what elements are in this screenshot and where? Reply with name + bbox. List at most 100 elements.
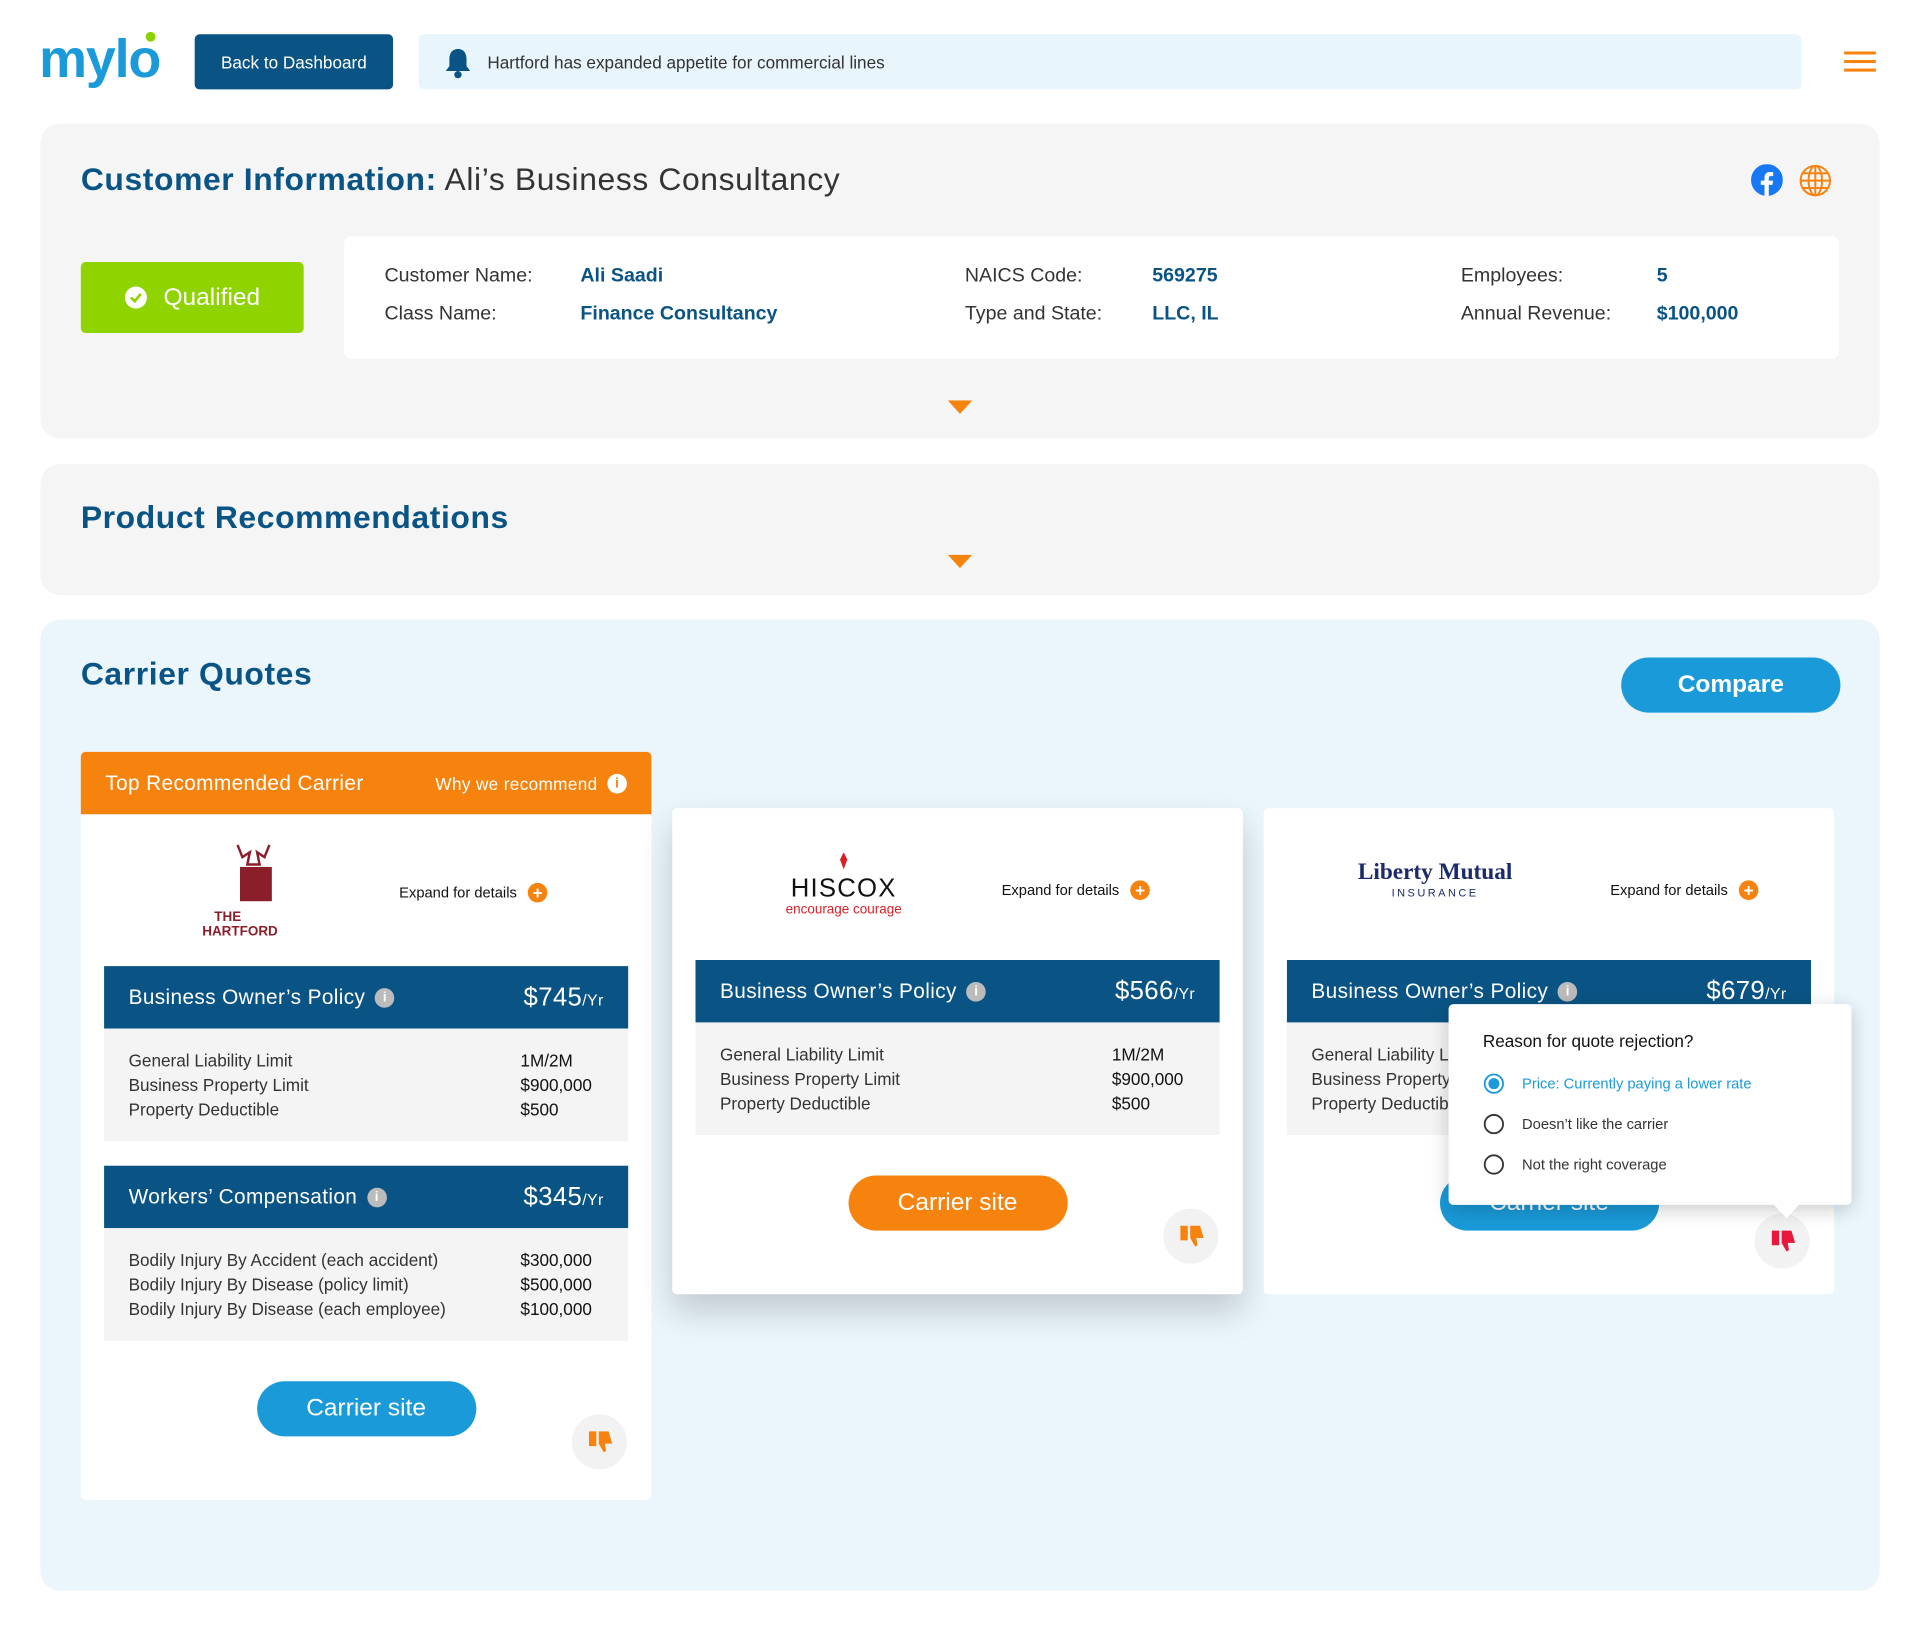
back-button[interactable]: Back to Dashboard (194, 34, 394, 90)
expand-link[interactable]: Expand for details + (1001, 880, 1150, 901)
field-value: 5 (1656, 265, 1668, 287)
expand-text: Expand for details (1610, 881, 1728, 899)
expand-text: Expand for details (399, 884, 517, 902)
detail-label: Property Deductible (1311, 1093, 1462, 1114)
bell-icon (445, 48, 471, 79)
field-label: Class Name: (384, 303, 497, 325)
logo-row: THE HARTFORD Expand for details + (81, 814, 652, 966)
option-text: Price: Currently paying a lower rate (1522, 1075, 1752, 1093)
policy-details: General Liability Limit Business Property… (104, 1028, 629, 1142)
carrier-card: HISCOX encourage courage Expand for detail… (672, 808, 1243, 1295)
field-value: Ali Saadi (580, 265, 664, 287)
section-title: Carrier Quotes (80, 655, 313, 692)
detail-value: $900,000 (1111, 1068, 1184, 1089)
carrier-quotes-panel: Carrier Quotes Compare Top Recommended C… (40, 619, 1880, 1591)
price: $745 (523, 982, 583, 1011)
customer-title: Customer Information: Ali’s Business Con… (81, 160, 841, 198)
thumbs-down-button[interactable] (1163, 1208, 1219, 1264)
detail-label: Business Property Limit (720, 1068, 901, 1089)
info-icon: i (607, 773, 627, 793)
logo-text: encourage courage (785, 901, 902, 917)
carrier-site-button[interactable]: Carrier site (847, 1175, 1068, 1231)
detail-label: Business Property Limit (128, 1075, 309, 1095)
values: 1M/2M $900,000 $500 (1112, 1042, 1195, 1115)
logo-text: Liberty Mutual (1357, 859, 1513, 886)
logo-text: INSURANCE (1391, 886, 1479, 899)
detail-label: Bodily Injury By Accident (each accident… (128, 1250, 439, 1270)
title-label: Customer Information: (80, 160, 437, 198)
menu-icon[interactable] (1844, 51, 1876, 73)
field-value: LLC, IL (1152, 303, 1219, 325)
info-icon: i (966, 981, 987, 1002)
policy: Workers’ Compensation i $345/Yr Bodily Inju… (104, 1165, 629, 1341)
expand-arrow[interactable] (947, 554, 973, 569)
check-icon (124, 286, 147, 309)
detail-label: Bodily Injury By Disease (each employee) (128, 1299, 446, 1319)
field-label: Type and State: (964, 303, 1103, 325)
detail-value: $500,000 (520, 1274, 592, 1295)
info-icon: i (367, 1187, 387, 1207)
carrier-logo: HISCOX encourage courage (672, 808, 1015, 960)
field-label: Employees: (1460, 265, 1564, 287)
detail-value: 1M/2M (1111, 1044, 1165, 1065)
carrier-card: Top Recommended Carrier Why we recommend i… (80, 751, 652, 1501)
expand-link[interactable]: Expand for details + (399, 882, 548, 903)
deer-mark (228, 842, 277, 909)
carrier-logo: THE HARTFORD (81, 814, 424, 966)
logo-text: HARTFORD (202, 923, 278, 939)
expand-text: Expand for details (1001, 881, 1120, 899)
facebook-icon[interactable] (1751, 164, 1783, 196)
labels: General Liability Limit Business Property… (1311, 1042, 1491, 1115)
option-text: Doesn’t like the carrier (1522, 1115, 1669, 1133)
policy-price: $566/Yr (1115, 977, 1195, 1006)
values: 1M/2M $900,000 $500 (520, 1048, 603, 1121)
policy-header: Workers’ Compensation i $345/Yr (104, 1165, 629, 1229)
expand-link[interactable]: Expand for details + (1610, 880, 1759, 901)
field-label: Annual Revenue: (1460, 303, 1612, 325)
detail-value: 1M/2M (520, 1050, 573, 1071)
logo-text: THE (214, 909, 242, 924)
website-icon[interactable] (1799, 164, 1832, 197)
detail-label: Property Deductible (128, 1099, 280, 1120)
thumbs-down-button[interactable] (571, 1414, 627, 1470)
top-banner: Top Recommended Carrier Why we recommend i (80, 751, 652, 815)
policy-name: Business Owner’s Policy (720, 978, 957, 1003)
field-label: NAICS Code: (964, 265, 1083, 287)
thumbs-down-button[interactable] (1754, 1213, 1810, 1269)
radio-option[interactable]: Doesn’t like the carrier (1483, 1113, 1668, 1135)
price-unit: /Yr (582, 1189, 604, 1208)
field-value: Finance Consultancy (580, 303, 778, 325)
labels: Bodily Injury By Accident (each accident… (129, 1248, 446, 1321)
status-badge: Qualified (80, 262, 304, 334)
info-icon: i (1557, 981, 1578, 1002)
carrier-logo: Liberty Mutual INSURANCE (1264, 808, 1607, 960)
status-text: Qualified (163, 283, 261, 311)
info-icon: i (375, 987, 395, 1008)
policy: Business Owner’s Policy i $566/Yr General L… (695, 960, 1220, 1136)
radio-option[interactable]: Not the right coverage (1483, 1153, 1667, 1175)
policy-name: Business Owner’s Policy (128, 985, 366, 1009)
product-recommendations-panel: Product Recommendations (40, 464, 1880, 596)
notification-bar: Hartford has expanded appetite for comme… (418, 34, 1802, 90)
price-unit: /Yr (582, 990, 604, 1009)
logo-dot (145, 31, 156, 42)
policy-details: General Liability Limit Business Property… (695, 1022, 1220, 1136)
detail-label: Property Deductible (720, 1093, 871, 1114)
price-unit: /Yr (1173, 983, 1196, 1003)
why-link[interactable]: Why we recommend i (435, 773, 627, 793)
radio (1483, 1153, 1505, 1175)
compare-button[interactable]: Compare (1621, 657, 1841, 713)
carrier-site-button[interactable]: Carrier site (256, 1381, 476, 1437)
radio (1483, 1113, 1505, 1135)
radio-option[interactable]: Price: Currently paying a lower rate (1483, 1073, 1752, 1095)
logo[interactable]: mylo (39, 29, 161, 90)
values: $300,000 $500,000 $100,000 (520, 1248, 603, 1321)
price-unit: /Yr (1765, 983, 1787, 1003)
plus-icon: + (1130, 880, 1150, 901)
section-title: Product Recommendations (80, 498, 509, 536)
expand-arrow[interactable] (947, 400, 973, 414)
price: $679 (1706, 976, 1766, 1005)
detail-label: General Liability Limit (1311, 1044, 1476, 1065)
